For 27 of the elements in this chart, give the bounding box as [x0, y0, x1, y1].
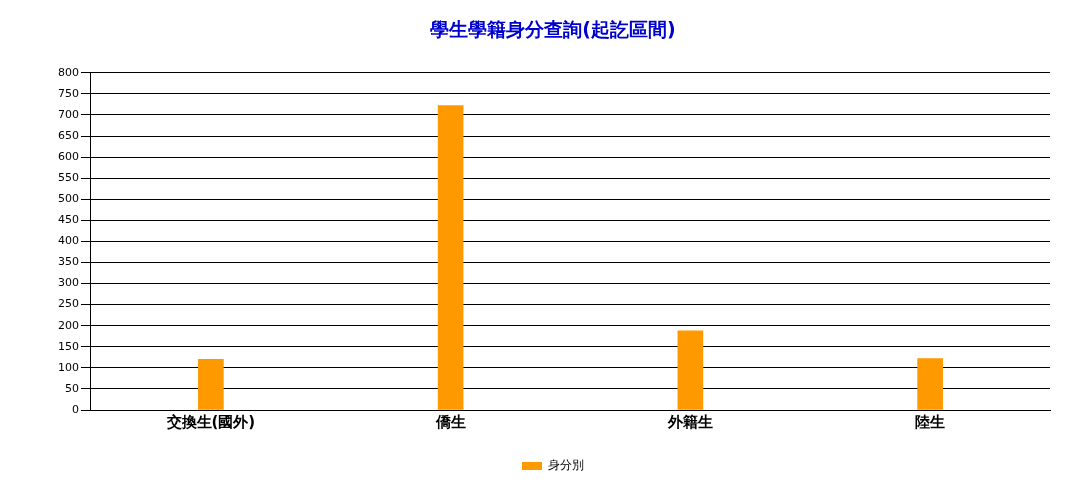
y-tick-label: 250 — [58, 297, 79, 311]
y-tick-label: 500 — [58, 192, 79, 206]
x-tick-label: 僑生 — [434, 412, 466, 431]
x-tick-label: 交換生(國外) — [165, 412, 256, 431]
y-tick-label: 450 — [58, 213, 79, 227]
bar — [677, 330, 704, 410]
y-tick-label: 800 — [58, 65, 79, 79]
y-tick-label: 50 — [65, 381, 79, 395]
y-tick-label: 750 — [58, 86, 79, 100]
y-tick-label: 150 — [58, 339, 79, 353]
y-tick-label: 400 — [58, 234, 79, 248]
y-tick-label: 650 — [58, 128, 79, 142]
bar — [437, 105, 464, 410]
legend-label: 身分別 — [548, 458, 584, 473]
y-tick-label: 100 — [58, 360, 79, 374]
x-tick-label: 外籍生 — [666, 412, 713, 431]
y-tick-label: 200 — [58, 318, 79, 332]
y-tick-label: 700 — [58, 107, 79, 121]
y-tick-label: 300 — [58, 276, 79, 290]
y-tick-label: 0 — [72, 402, 79, 416]
y-tick-label: 550 — [58, 171, 79, 185]
y-tick-label: 600 — [58, 149, 79, 163]
bar — [917, 358, 943, 410]
chart-title: 學生學籍身分查詢(起訖區間) — [430, 18, 676, 41]
y-tick-label: 350 — [58, 255, 79, 269]
bar — [198, 359, 224, 410]
x-tick-label: 陸生 — [915, 412, 946, 431]
